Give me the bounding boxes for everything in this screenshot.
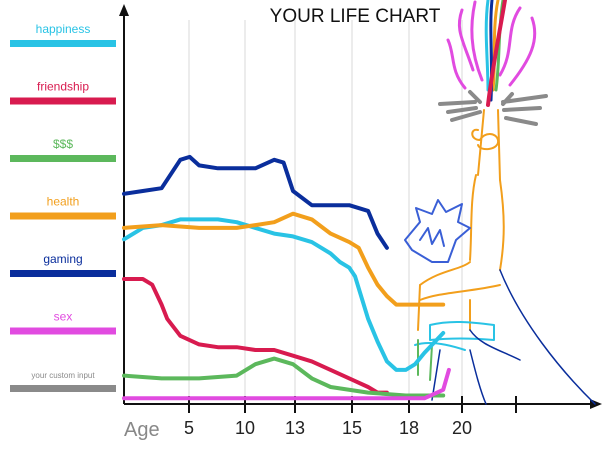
x-tick-label: 13 bbox=[285, 418, 305, 438]
y-axis-arrow bbox=[119, 4, 129, 16]
axes bbox=[119, 4, 602, 413]
legend-swatch bbox=[10, 270, 116, 277]
legend-label: gaming bbox=[43, 252, 82, 266]
series-lines bbox=[122, 154, 451, 401]
legend-swatch bbox=[10, 155, 116, 162]
legend-label: health bbox=[47, 195, 80, 209]
series-line-happiness bbox=[122, 217, 446, 372]
legend-label: $$$ bbox=[53, 137, 73, 151]
legend-label: sex bbox=[54, 310, 73, 324]
x-axis-label: Age bbox=[124, 419, 160, 441]
series-line-sex bbox=[122, 367, 451, 401]
legend-swatch bbox=[10, 97, 116, 105]
x-tick-label: 5 bbox=[184, 418, 194, 438]
legend-label: happiness bbox=[36, 22, 91, 36]
x-ticks: 5 10 13 15 18 20 bbox=[184, 396, 472, 438]
series-line-gaming bbox=[122, 154, 389, 250]
x-tick-label: 15 bbox=[342, 418, 362, 438]
legend: happiness friendship $$$ health gaming sex you… bbox=[10, 22, 116, 392]
x-tick-label: 18 bbox=[399, 418, 419, 438]
legend-label: your custom input bbox=[31, 371, 95, 380]
legend-label: friendship bbox=[37, 80, 89, 94]
legend-swatch bbox=[10, 212, 116, 220]
legend-swatch bbox=[10, 40, 116, 47]
series-line-friendship bbox=[122, 277, 389, 395]
legend-swatch bbox=[10, 385, 116, 392]
x-tick-label: 20 bbox=[452, 418, 472, 438]
legend-swatch bbox=[10, 327, 116, 335]
series-line- bbox=[122, 356, 446, 398]
chart-title: YOUR LIFE CHART bbox=[270, 6, 441, 27]
x-tick-label: 10 bbox=[235, 418, 255, 438]
stick-figure-doodle bbox=[404, 0, 596, 405]
series-line-health bbox=[122, 211, 446, 307]
